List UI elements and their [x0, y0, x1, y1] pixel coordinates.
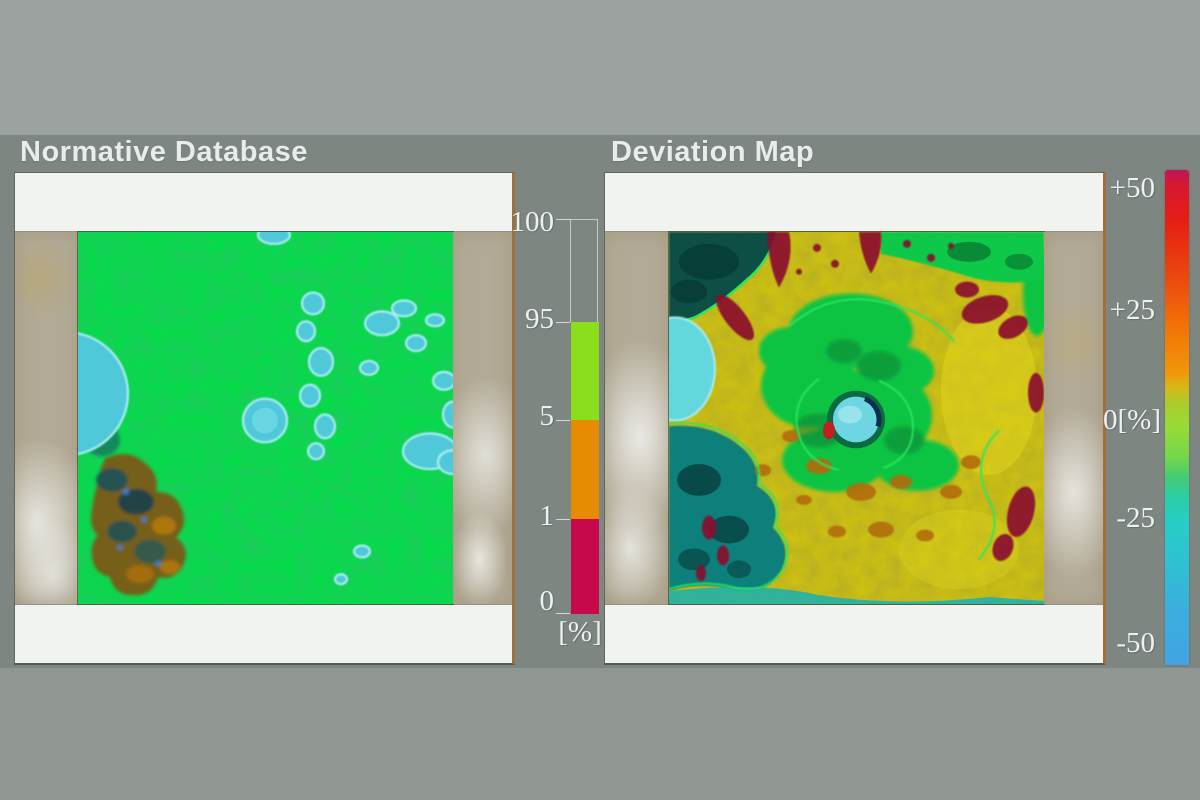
normative-database-panel	[14, 172, 515, 665]
background-bottom-band	[0, 668, 1200, 800]
percentile-segment-1-0	[571, 519, 599, 614]
percentile-unit-label: [%]	[558, 616, 602, 648]
panel-top-white-band	[605, 173, 1103, 232]
deviation-label-zero: 0[%]	[1103, 404, 1161, 436]
panel-image-row	[15, 231, 512, 605]
green-contours	[669, 298, 1000, 591]
percentile-scale: 100 95 5 1 0 [%]	[500, 150, 610, 670]
percentile-tick-1: 1	[539, 500, 555, 532]
maroon-regions	[696, 232, 1044, 582]
deviation-label-minus25: -25	[1116, 502, 1155, 534]
panel-bottom-white-band	[605, 604, 1103, 663]
tick-mark	[556, 519, 570, 520]
deviation-colorbar	[1165, 170, 1189, 665]
percentile-tick-100: 100	[510, 206, 555, 238]
fundus-strip-left	[15, 232, 78, 604]
percentile-tick-95: 95	[525, 303, 554, 335]
cyan-regions	[78, 232, 453, 586]
deviation-map-image	[669, 232, 1044, 604]
tick-mark	[556, 322, 570, 323]
deviation-scale: +50 +25 0[%] -25 -50	[1095, 150, 1200, 680]
tick-mark	[556, 420, 570, 421]
deviation-label-plus50: +50	[1109, 172, 1155, 204]
tick-mark	[556, 219, 570, 220]
deviation-label-minus50: -50	[1116, 627, 1155, 659]
fundus-strip-right	[1044, 232, 1103, 604]
teal-lower-left-region	[669, 425, 1044, 604]
panel-bottom-white-band	[15, 604, 512, 663]
background-top-band	[0, 0, 1200, 135]
deviation-map-title: Deviation Map	[611, 136, 815, 168]
percentile-segment-95-5	[571, 322, 599, 420]
deviation-label-plus25: +25	[1109, 294, 1155, 326]
cyan-left-blob	[669, 316, 716, 422]
teal-corner-region	[669, 232, 779, 327]
abnormal-brown-region	[90, 454, 186, 596]
percentile-tick-5: 5	[539, 400, 555, 432]
percentile-segment-5-1	[571, 420, 599, 519]
tick-mark	[556, 613, 570, 614]
fundus-strip-right	[453, 232, 512, 604]
deviation-map	[668, 231, 1045, 605]
fundus-strip-left	[605, 232, 669, 604]
percentile-empty-segment	[570, 219, 598, 322]
normative-database-title: Normative Database	[20, 136, 308, 168]
normative-map	[77, 231, 454, 605]
normative-map-image	[78, 232, 453, 604]
percentile-tick-0: 0	[539, 585, 555, 617]
optic-disc-circle	[823, 390, 885, 449]
panel-top-white-band	[15, 173, 512, 232]
deviation-map-panel	[604, 172, 1106, 665]
panel-image-row	[605, 231, 1103, 605]
